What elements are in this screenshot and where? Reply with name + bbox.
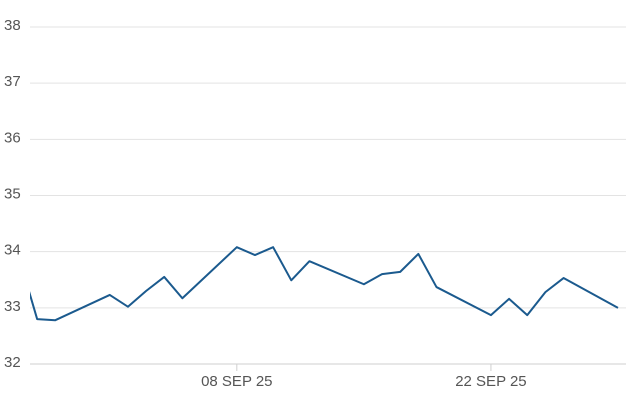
x-tick-label: 22 SEP 25 — [455, 373, 526, 390]
y-tick-label: 32 — [4, 354, 21, 371]
x-tick-label: 08 SEP 25 — [201, 373, 272, 390]
y-tick-label: 34 — [4, 242, 21, 259]
y-tick-label: 36 — [4, 129, 21, 146]
y-tick-label: 38 — [4, 17, 21, 34]
y-tick-label: 37 — [4, 73, 21, 90]
y-tick-label: 35 — [4, 185, 21, 202]
price-line — [30, 246, 619, 322]
y-tick-label: 33 — [4, 298, 21, 315]
